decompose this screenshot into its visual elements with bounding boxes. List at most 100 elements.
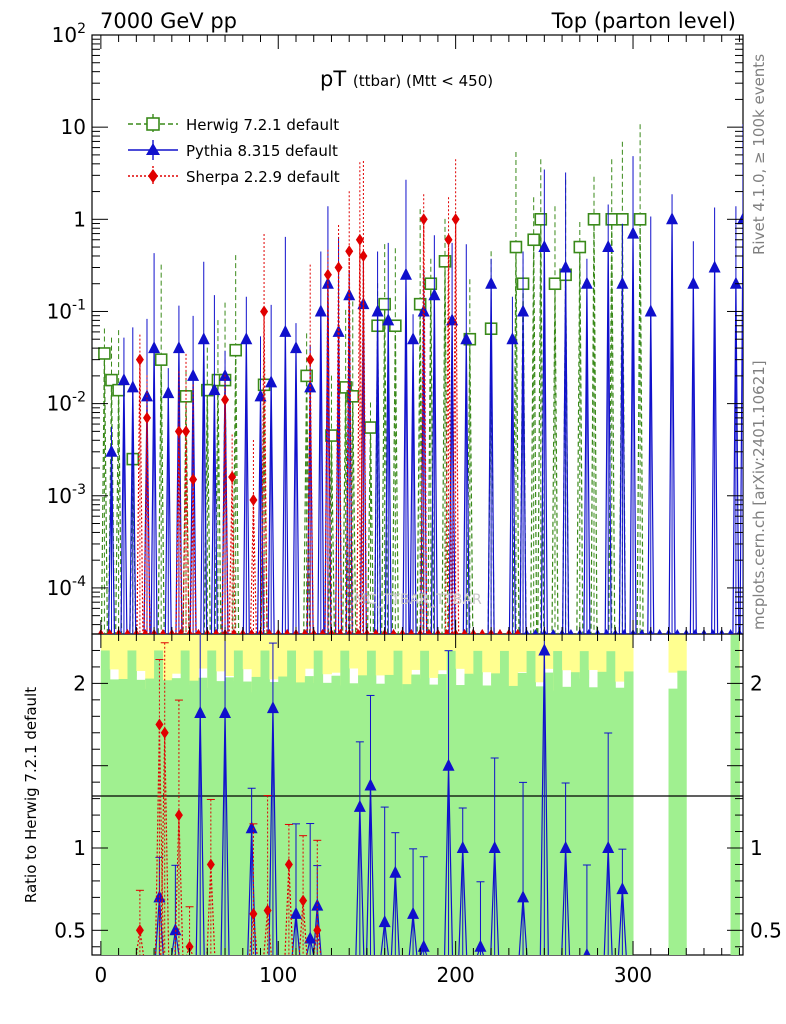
band-green: [677, 670, 687, 955]
band-yellow: [375, 635, 386, 676]
band-green: [730, 635, 740, 955]
data-point-herwig: [364, 421, 377, 434]
band-green: [420, 650, 430, 955]
floor-point-pythia: [568, 629, 574, 634]
ratio-point-sherpa: [185, 940, 194, 953]
y-tick-label-bot-left: 2: [73, 671, 86, 695]
data-point-herwig: [300, 369, 313, 383]
band-yellow: [464, 635, 474, 683]
y-tick-label-top: 102: [52, 21, 86, 47]
data-point-pythia: [105, 444, 118, 457]
data-point-sherpa: [355, 233, 364, 246]
y-tick-label-bot-right: 2: [750, 671, 763, 695]
x-tick-label: 300: [614, 963, 652, 987]
data-point-herwig: [339, 381, 352, 394]
band-yellow: [491, 635, 501, 687]
data-point-herwig: [534, 213, 548, 226]
band-yellow: [242, 635, 253, 670]
ratio-point-pythia: [538, 643, 551, 656]
y-tick-label-bot-left: 0.5: [54, 918, 86, 942]
floor-point-sherpa: [319, 629, 326, 634]
ratio-point-sherpa: [263, 904, 272, 917]
ratio-point-sherpa: [249, 907, 258, 920]
data-point-sherpa: [419, 213, 428, 226]
data-point-pythia: [517, 304, 530, 317]
band-green: [570, 672, 581, 955]
x-tick-label: 100: [259, 963, 297, 987]
data-point-pythia: [117, 373, 130, 386]
band-yellow: [455, 635, 466, 669]
ratio-panel-series: [135, 635, 629, 955]
band-green: [606, 651, 616, 955]
band-green: [437, 674, 448, 955]
band-green: [482, 685, 492, 955]
band-green: [517, 672, 528, 955]
floor-point-sherpa: [443, 629, 450, 634]
band-yellow: [216, 635, 226, 672]
band-green: [668, 688, 678, 955]
data-point-pythia: [407, 332, 420, 345]
band-green: [295, 682, 306, 955]
data-point-sherpa: [359, 249, 368, 262]
data-point-pythia: [506, 332, 519, 345]
y-tick-label-top: 10-2: [47, 390, 86, 416]
band-green: [162, 680, 173, 955]
ratio-point-pythia: [389, 865, 402, 878]
band-green: [313, 650, 324, 955]
band-yellow: [109, 635, 120, 670]
floor-point-pythia: [621, 629, 627, 634]
data-point-pythia: [446, 313, 459, 326]
band-green: [118, 678, 128, 955]
band-green: [455, 685, 466, 955]
y-tick-label-bot-right: 1: [750, 836, 763, 860]
ratio-point-pythia: [378, 915, 391, 928]
data-point-pythia: [627, 226, 640, 239]
band-green: [304, 676, 315, 955]
data-point-sherpa: [174, 425, 183, 438]
ratio-point-sherpa: [313, 924, 322, 937]
band-yellow: [437, 635, 448, 671]
data-point-pythia: [140, 389, 153, 402]
band-green: [624, 671, 634, 955]
data-point-herwig: [633, 213, 647, 226]
data-point-herwig: [587, 213, 601, 226]
y-tick-label-bot-right: 0.5: [750, 918, 782, 942]
band-yellow: [562, 635, 572, 671]
band-green: [429, 684, 439, 955]
floor-point-sherpa: [266, 629, 273, 634]
data-point-herwig: [509, 240, 523, 254]
band-green: [464, 673, 474, 955]
band-yellow: [588, 635, 599, 670]
ratio-point-pythia: [219, 706, 232, 719]
data-point-herwig: [548, 277, 562, 291]
floor-point-sherpa: [177, 629, 184, 634]
band-green: [154, 650, 164, 955]
floor-point-sherpa: [479, 629, 486, 634]
band-green: [127, 650, 137, 955]
data-point-pythia: [729, 276, 742, 289]
band-yellow: [331, 635, 341, 673]
data-point-pythia: [197, 332, 210, 345]
band-green: [597, 671, 607, 955]
band-green: [216, 681, 226, 955]
data-point-sherpa: [260, 305, 269, 318]
data-point-sherpa: [323, 268, 332, 281]
band-yellow: [482, 635, 492, 673]
band-green: [322, 682, 332, 955]
y-tick-label-top: 10-3: [47, 482, 86, 508]
band-green: [287, 650, 297, 955]
band-yellow: [615, 635, 625, 682]
band-yellow: [349, 635, 359, 669]
data-point-sherpa: [306, 353, 315, 366]
y-tick-label-bot-left: 1: [73, 836, 86, 860]
band-green: [411, 674, 421, 955]
band-green: [553, 651, 563, 955]
data-point-pythia: [371, 304, 384, 317]
floor-point-sherpa: [230, 629, 237, 634]
band-green: [562, 686, 572, 955]
watermark: MC_TTBAR_TTBAR: [354, 592, 482, 608]
band-green: [278, 676, 288, 955]
band-yellow: [295, 635, 306, 690]
ratio-point-pythia: [602, 841, 615, 853]
ratio-point-pythia: [353, 799, 366, 812]
